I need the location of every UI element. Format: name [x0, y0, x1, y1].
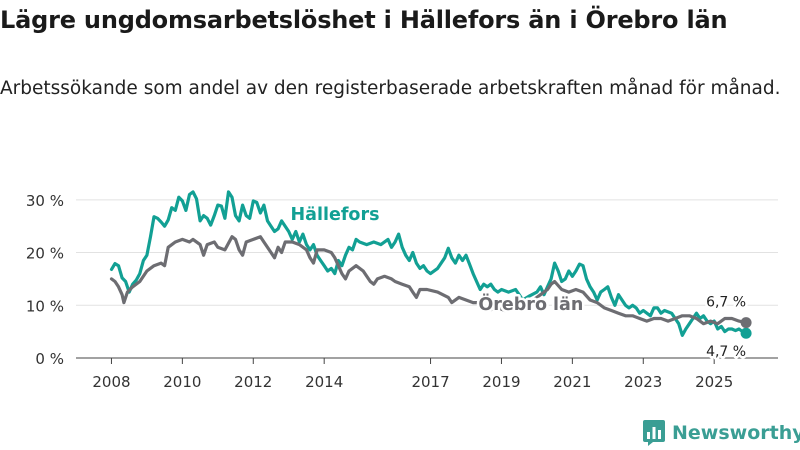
y-tick-label: 10 % [26, 297, 64, 315]
brand-name: Newsworthy [672, 422, 800, 444]
y-axis-ticks: 0 % 10 % 20 % 30 % [26, 192, 64, 368]
x-axis-ticks: 2008 2010 2012 2014 2017 2019 2021 2023 2025 [92, 358, 733, 391]
chart-title: Lägre ungdomsarbetslöshet i Hällefors än… [0, 6, 728, 34]
hallefors-series-label-halo: Hällefors [291, 205, 380, 225]
hallefors-end-marker [740, 327, 752, 339]
gridlines [76, 199, 778, 359]
hallefors-end-label-text: 4,7 % [706, 344, 746, 360]
orebro-series-label-halo: Örebro län [478, 293, 583, 315]
newsworthy-brand: Newsworthy [643, 418, 800, 448]
y-tick-label: 20 % [26, 245, 64, 263]
orebro-end-label: 6,7 %6,7 % [704, 292, 749, 313]
y-tick-label: 30 % [26, 192, 64, 210]
x-tick-label: 2021 [553, 373, 591, 391]
x-tick-label: 2014 [305, 373, 343, 391]
x-tick-label: 2010 [163, 373, 201, 391]
x-tick-label: 2025 [695, 373, 733, 391]
newsworthy-logo-icon [643, 420, 665, 446]
orebro-end-marker [740, 317, 752, 329]
hallefors-end-label: 4,7 %4,7 % [704, 342, 749, 363]
chart-subtitle: Arbetssökande som andel av den registerb… [0, 78, 781, 99]
y-tick-label: 0 % [35, 350, 64, 368]
orebro-line [109, 235, 748, 326]
orebro-end-label-halo: 6,7 % [706, 295, 746, 311]
x-tick-label: 2008 [92, 373, 130, 391]
x-tick-label: 2017 [411, 373, 449, 391]
x-tick-label: 2023 [624, 373, 662, 391]
x-tick-label: 2012 [234, 373, 272, 391]
hallefors-end-label-halo: 4,7 % [706, 344, 746, 360]
hallefors-series-label-text: Hällefors [291, 205, 380, 225]
x-tick-label: 2019 [482, 373, 520, 391]
orebro-end-label-text: 6,7 % [706, 295, 746, 311]
orebro-series-label-text: Örebro län [478, 293, 583, 315]
series-lines [109, 190, 752, 339]
hallefors-line [109, 190, 748, 337]
